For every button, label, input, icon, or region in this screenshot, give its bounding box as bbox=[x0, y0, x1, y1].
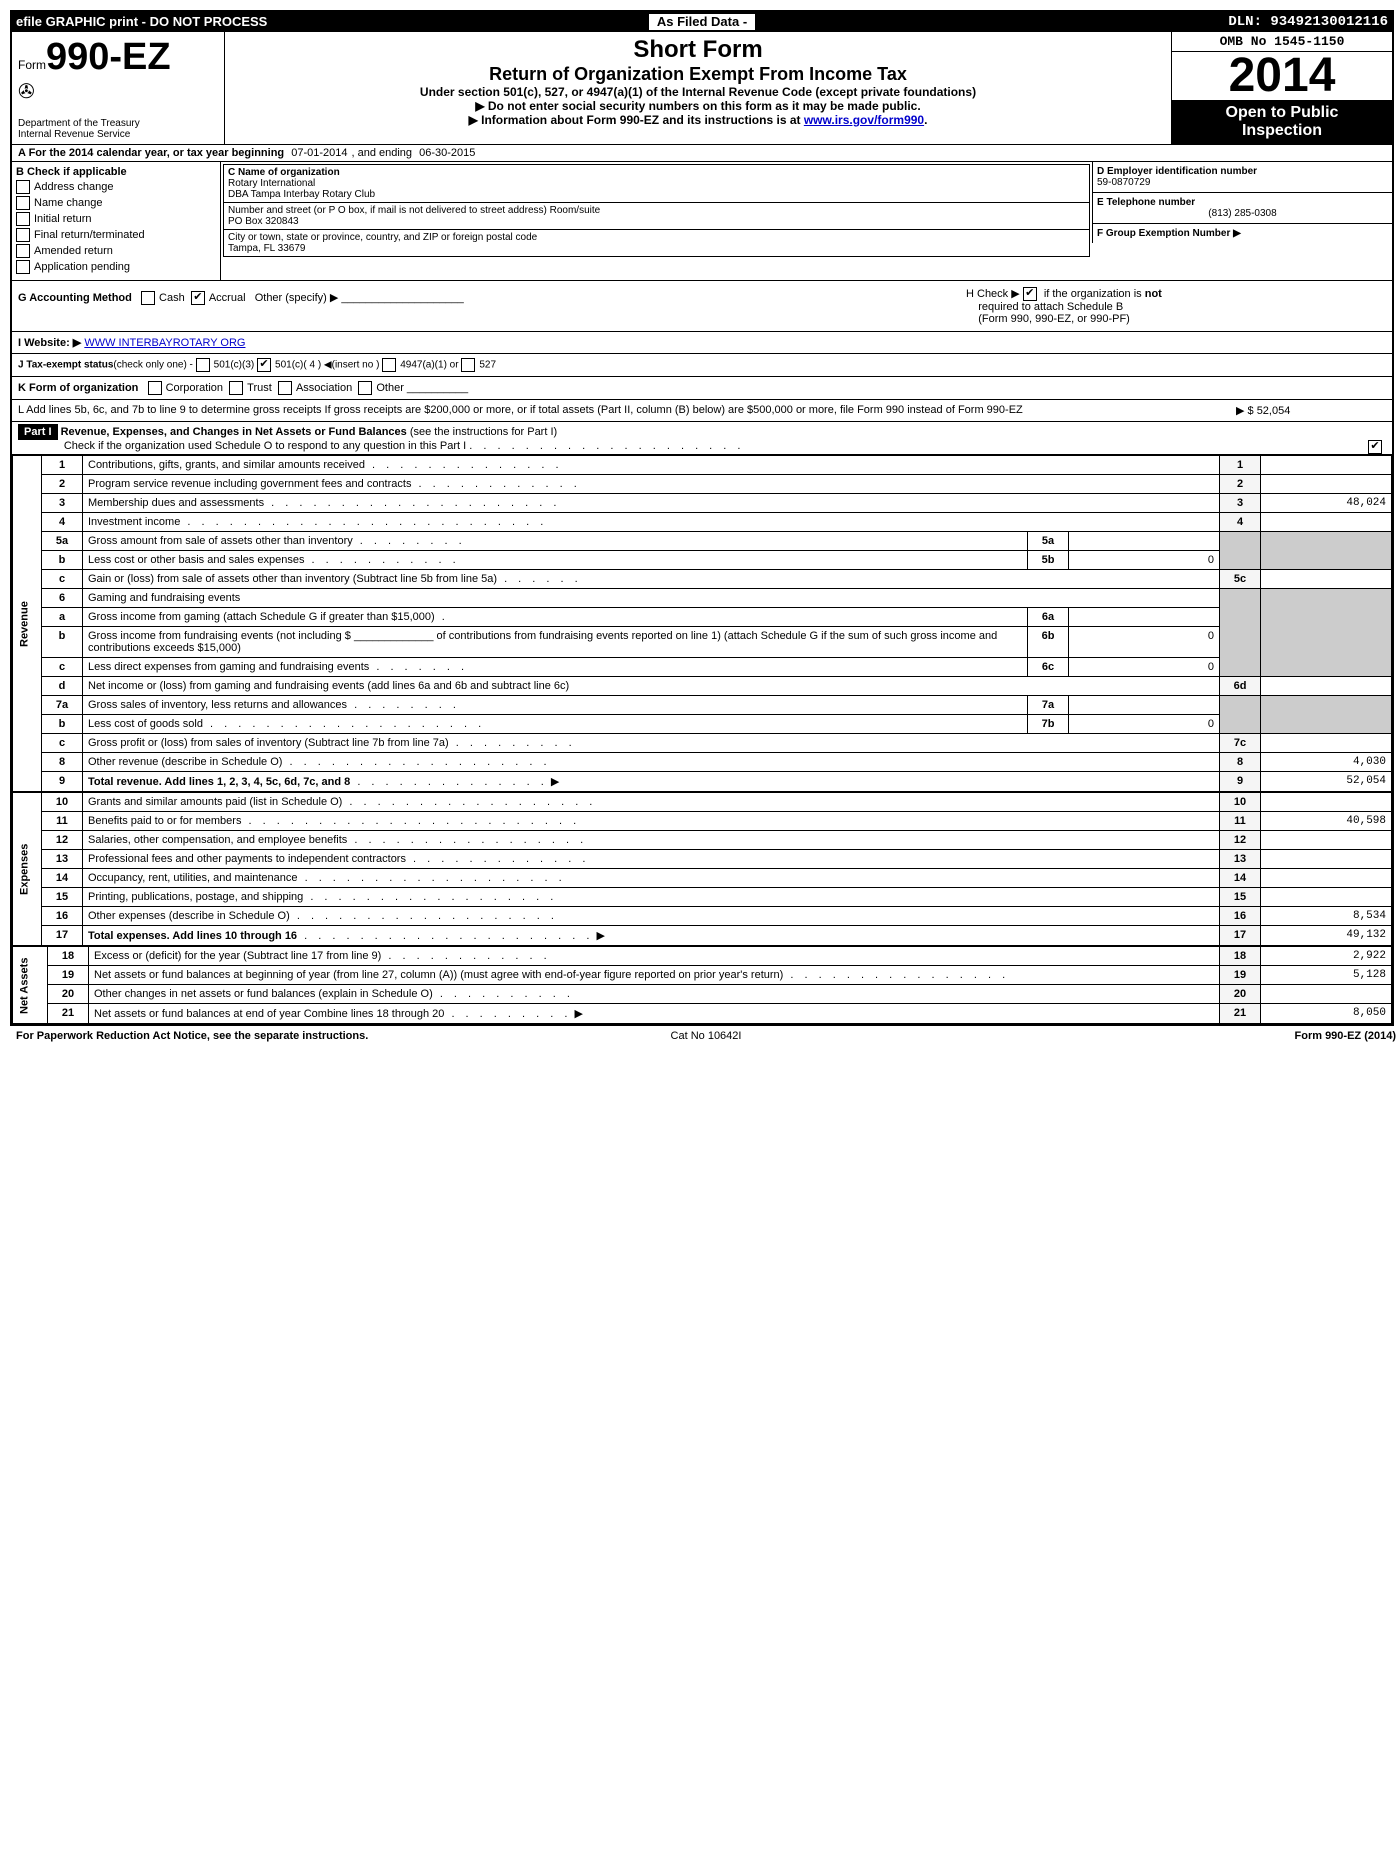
chk-501c[interactable] bbox=[257, 358, 271, 372]
row-6c: c Less direct expenses from gaming and f… bbox=[13, 658, 1392, 677]
row-19: 19 Net assets or fund balances at beginn… bbox=[13, 966, 1392, 985]
line-i: I Website: ▶ WWW INTERBAYROTARY ORG bbox=[12, 332, 1392, 354]
irs-link[interactable]: www.irs.gov/form990 bbox=[804, 113, 924, 127]
row-gh: G Accounting Method Cash Accrual Other (… bbox=[12, 281, 1392, 332]
footer-mid: Cat No 10642I bbox=[476, 1030, 936, 1042]
row-11: 11 Benefits paid to or for members . . .… bbox=[13, 812, 1392, 831]
section-b: B Check if applicable Address change Nam… bbox=[12, 162, 221, 280]
tax-year: 2014 bbox=[1172, 52, 1392, 100]
section-def: D Employer identification number 59-0870… bbox=[1092, 162, 1392, 280]
line-l: L Add lines 5b, 6c, and 7b to line 9 to … bbox=[12, 400, 1392, 422]
org-name-row: C Name of organization Rotary Internatio… bbox=[224, 165, 1089, 203]
chk-527[interactable] bbox=[461, 358, 475, 372]
line-a: A For the 2014 calendar year, or tax yea… bbox=[12, 145, 1392, 162]
line-j: J Tax-exempt status(check only one) - 50… bbox=[12, 354, 1392, 377]
form-prefix: Form bbox=[18, 58, 46, 72]
org-city-row: City or town, state or province, country… bbox=[224, 230, 1089, 256]
row-15: 15 Printing, publications, postage, and … bbox=[13, 888, 1392, 907]
chk-other[interactable] bbox=[358, 381, 372, 395]
row-14: 14 Occupancy, rent, utilities, and maint… bbox=[13, 869, 1392, 888]
row-6: 6 Gaming and fundraising events bbox=[13, 589, 1392, 608]
short-form: Short Form bbox=[229, 36, 1167, 64]
note-info: ▶ Information about Form 990-EZ and its … bbox=[229, 113, 1167, 127]
header-mid: Short Form Return of Organization Exempt… bbox=[225, 32, 1172, 144]
row-9: 9 Total revenue. Add lines 1, 2, 3, 4, 5… bbox=[13, 772, 1392, 792]
top-left: efile GRAPHIC print - DO NOT PROCESS bbox=[16, 14, 649, 30]
netassets-table: Net Assets 18 Excess or (deficit) for th… bbox=[12, 946, 1392, 1024]
row-5c: c Gain or (loss) from sale of assets oth… bbox=[13, 570, 1392, 589]
chk-h[interactable] bbox=[1023, 287, 1037, 301]
chk-pending[interactable]: Application pending bbox=[16, 260, 216, 274]
open-public: Open to Public Inspection bbox=[1172, 100, 1392, 144]
chk-assoc[interactable] bbox=[278, 381, 292, 395]
row-20: 20 Other changes in net assets or fund b… bbox=[13, 985, 1392, 1004]
chk-corp[interactable] bbox=[148, 381, 162, 395]
dept-treasury: Department of the Treasury bbox=[18, 118, 218, 129]
chk-part1-schedO[interactable] bbox=[1368, 440, 1382, 454]
chk-4947[interactable] bbox=[382, 358, 396, 372]
row-21: 21 Net assets or fund balances at end of… bbox=[13, 1004, 1392, 1024]
row-5a: 5a Gross amount from sale of assets othe… bbox=[13, 532, 1392, 551]
dept-irs: Internal Revenue Service bbox=[18, 129, 218, 140]
chk-amended[interactable]: Amended return bbox=[16, 244, 216, 258]
chk-name[interactable]: Name change bbox=[16, 196, 216, 210]
part1-header: Part I Revenue, Expenses, and Changes in… bbox=[12, 422, 1392, 455]
row-16: 16 Other expenses (describe in Schedule … bbox=[13, 907, 1392, 926]
side-expenses: Expenses bbox=[13, 793, 42, 946]
top-right: DLN: 93492130012116 bbox=[755, 14, 1388, 30]
row-6a: a Gross income from gaming (attach Sched… bbox=[13, 608, 1392, 627]
expenses-table: Expenses 10 Grants and similar amounts p… bbox=[12, 792, 1392, 946]
row-2: 2 Program service revenue including gove… bbox=[13, 475, 1392, 494]
row-13: 13 Professional fees and other payments … bbox=[13, 850, 1392, 869]
line-k: K Form of organization Corporation Trust… bbox=[12, 377, 1392, 400]
row-1: Revenue 1 Contributions, gifts, grants, … bbox=[13, 456, 1392, 475]
footer: For Paperwork Reduction Act Notice, see … bbox=[10, 1026, 1400, 1046]
header-left: Form990-EZ ✇ Department of the Treasury … bbox=[12, 32, 225, 144]
header-right: OMB No 1545-1150 2014 Open to Public Ins… bbox=[1172, 32, 1392, 144]
chk-cash[interactable] bbox=[141, 291, 155, 305]
footer-left: For Paperwork Reduction Act Notice, see … bbox=[16, 1030, 476, 1042]
chk-accrual[interactable] bbox=[191, 291, 205, 305]
section-f: F Group Exemption Number ▶ bbox=[1092, 224, 1392, 243]
row-3: 3 Membership dues and assessments . . . … bbox=[13, 494, 1392, 513]
part1-table: Revenue 1 Contributions, gifts, grants, … bbox=[12, 455, 1392, 792]
row-6b: b Gross income from fundraising events (… bbox=[13, 627, 1392, 658]
row-7a: 7a Gross sales of inventory, less return… bbox=[13, 696, 1392, 715]
side-netassets: Net Assets bbox=[13, 947, 48, 1024]
chk-trust[interactable] bbox=[229, 381, 243, 395]
section-c: C Name of organization Rotary Internatio… bbox=[221, 162, 1092, 280]
main-title: Return of Organization Exempt From Incom… bbox=[229, 64, 1167, 85]
org-street-row: Number and street (or P O box, if mail i… bbox=[224, 203, 1089, 230]
chk-final[interactable]: Final return/terminated bbox=[16, 228, 216, 242]
form-990ez: efile GRAPHIC print - DO NOT PROCESS As … bbox=[10, 10, 1394, 1026]
section-e: E Telephone number (813) 285-0308 bbox=[1092, 193, 1392, 224]
chk-address[interactable]: Address change bbox=[16, 180, 216, 194]
row-7b: b Less cost of goods sold . . . . . . . … bbox=[13, 715, 1392, 734]
row-6d: d Net income or (loss) from gaming and f… bbox=[13, 677, 1392, 696]
chk-initial[interactable]: Initial return bbox=[16, 212, 216, 226]
info-grid: B Check if applicable Address change Nam… bbox=[12, 162, 1392, 281]
section-d: D Employer identification number 59-0870… bbox=[1092, 162, 1392, 193]
chk-501c3[interactable] bbox=[196, 358, 210, 372]
row-4: 4 Investment income . . . . . . . . . . … bbox=[13, 513, 1392, 532]
website-link[interactable]: WWW INTERBAYROTARY ORG bbox=[84, 337, 245, 349]
row-12: 12 Salaries, other compensation, and emp… bbox=[13, 831, 1392, 850]
side-revenue: Revenue bbox=[13, 456, 42, 792]
section-h: H Check ▶ if the organization is not req… bbox=[960, 281, 1392, 331]
header: Form990-EZ ✇ Department of the Treasury … bbox=[12, 32, 1392, 145]
row-17: 17 Total expenses. Add lines 10 through … bbox=[13, 926, 1392, 946]
row-18: Net Assets 18 Excess or (deficit) for th… bbox=[13, 947, 1392, 966]
row-10: Expenses 10 Grants and similar amounts p… bbox=[13, 793, 1392, 812]
subtitle: Under section 501(c), 527, or 4947(a)(1)… bbox=[229, 85, 1167, 99]
note-ssn: ▶ Do not enter social security numbers o… bbox=[229, 99, 1167, 113]
top-mid: As Filed Data - bbox=[649, 14, 755, 30]
row-5b: b Less cost or other basis and sales exp… bbox=[13, 551, 1392, 570]
row-7c: c Gross profit or (loss) from sales of i… bbox=[13, 734, 1392, 753]
form-number: 990-EZ bbox=[46, 36, 171, 78]
top-bar: efile GRAPHIC print - DO NOT PROCESS As … bbox=[12, 12, 1392, 32]
row-8: 8 Other revenue (describe in Schedule O)… bbox=[13, 753, 1392, 772]
line-l-val: ▶ $ 52,054 bbox=[1226, 404, 1386, 417]
footer-right: Form 990-EZ (2014) bbox=[936, 1030, 1396, 1042]
